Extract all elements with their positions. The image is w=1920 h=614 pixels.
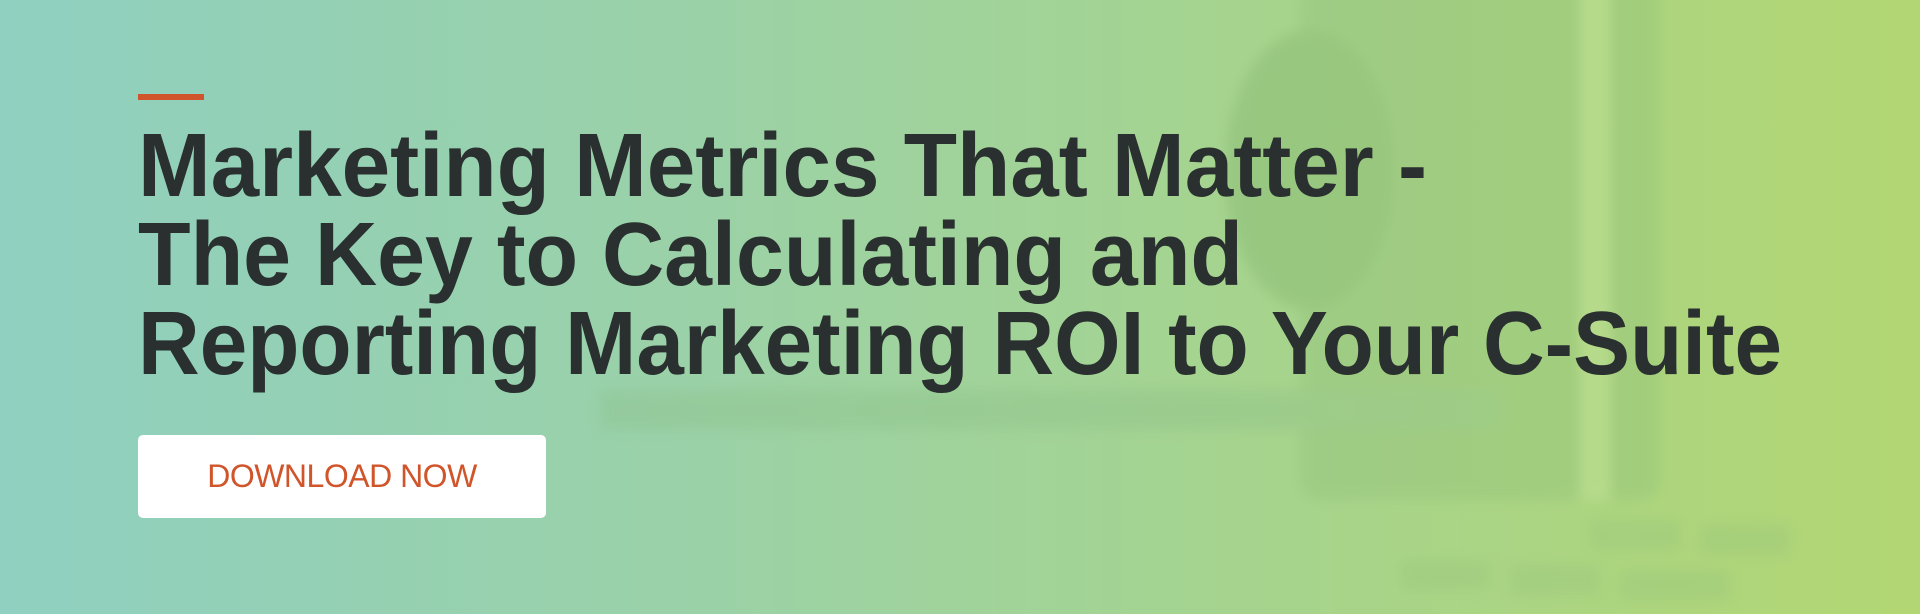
title-line-1: Marketing Metrics That Matter - <box>138 116 1427 216</box>
download-now-label: DOWNLOAD NOW <box>207 458 477 494</box>
title-line-3: Reporting Marketing ROI to Your C-Suite <box>138 294 1782 394</box>
download-now-button[interactable]: DOWNLOAD NOW <box>138 435 546 518</box>
title-line-2: The Key to Calculating and <box>138 205 1243 305</box>
accent-bar <box>138 94 204 100</box>
